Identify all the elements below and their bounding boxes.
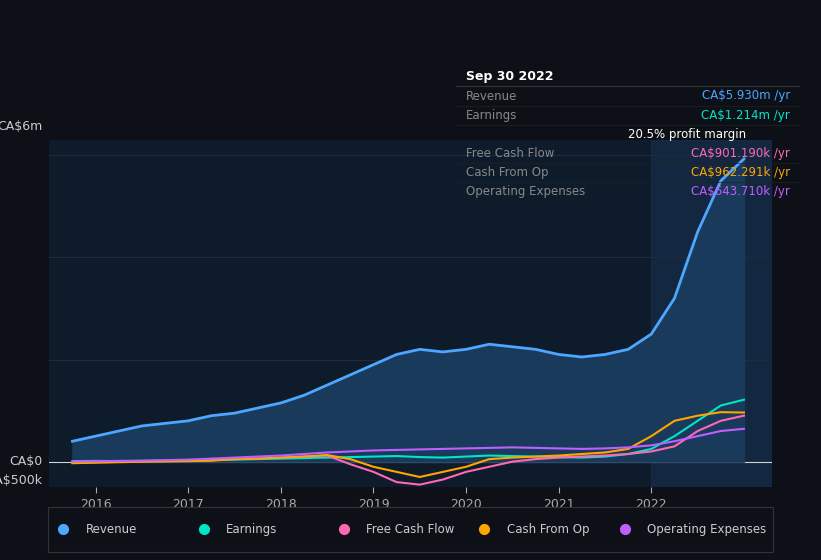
Text: Operating Expenses: Operating Expenses bbox=[647, 522, 766, 536]
Text: Revenue: Revenue bbox=[466, 90, 517, 102]
Bar bbox=[651, 140, 772, 487]
Text: CA$6m: CA$6m bbox=[0, 120, 42, 133]
Text: Earnings: Earnings bbox=[226, 522, 277, 536]
Text: CA$962.291k /yr: CA$962.291k /yr bbox=[691, 166, 790, 179]
Text: CA$5.930m /yr: CA$5.930m /yr bbox=[702, 90, 790, 102]
Text: -CA$500k: -CA$500k bbox=[0, 474, 42, 487]
Text: CA$0: CA$0 bbox=[9, 455, 42, 468]
Text: CA$901.190k /yr: CA$901.190k /yr bbox=[691, 147, 790, 160]
Text: CA$1.214m /yr: CA$1.214m /yr bbox=[701, 109, 790, 122]
Text: CA$643.710k /yr: CA$643.710k /yr bbox=[691, 185, 790, 198]
Text: Operating Expenses: Operating Expenses bbox=[466, 185, 585, 198]
Text: Free Cash Flow: Free Cash Flow bbox=[466, 147, 554, 160]
Text: Cash From Op: Cash From Op bbox=[507, 522, 589, 536]
Text: 20.5% profit margin: 20.5% profit margin bbox=[628, 128, 746, 141]
Text: Revenue: Revenue bbox=[85, 522, 137, 536]
Text: Cash From Op: Cash From Op bbox=[466, 166, 548, 179]
Text: Free Cash Flow: Free Cash Flow bbox=[366, 522, 455, 536]
Text: Sep 30 2022: Sep 30 2022 bbox=[466, 71, 553, 83]
Text: Earnings: Earnings bbox=[466, 109, 517, 122]
